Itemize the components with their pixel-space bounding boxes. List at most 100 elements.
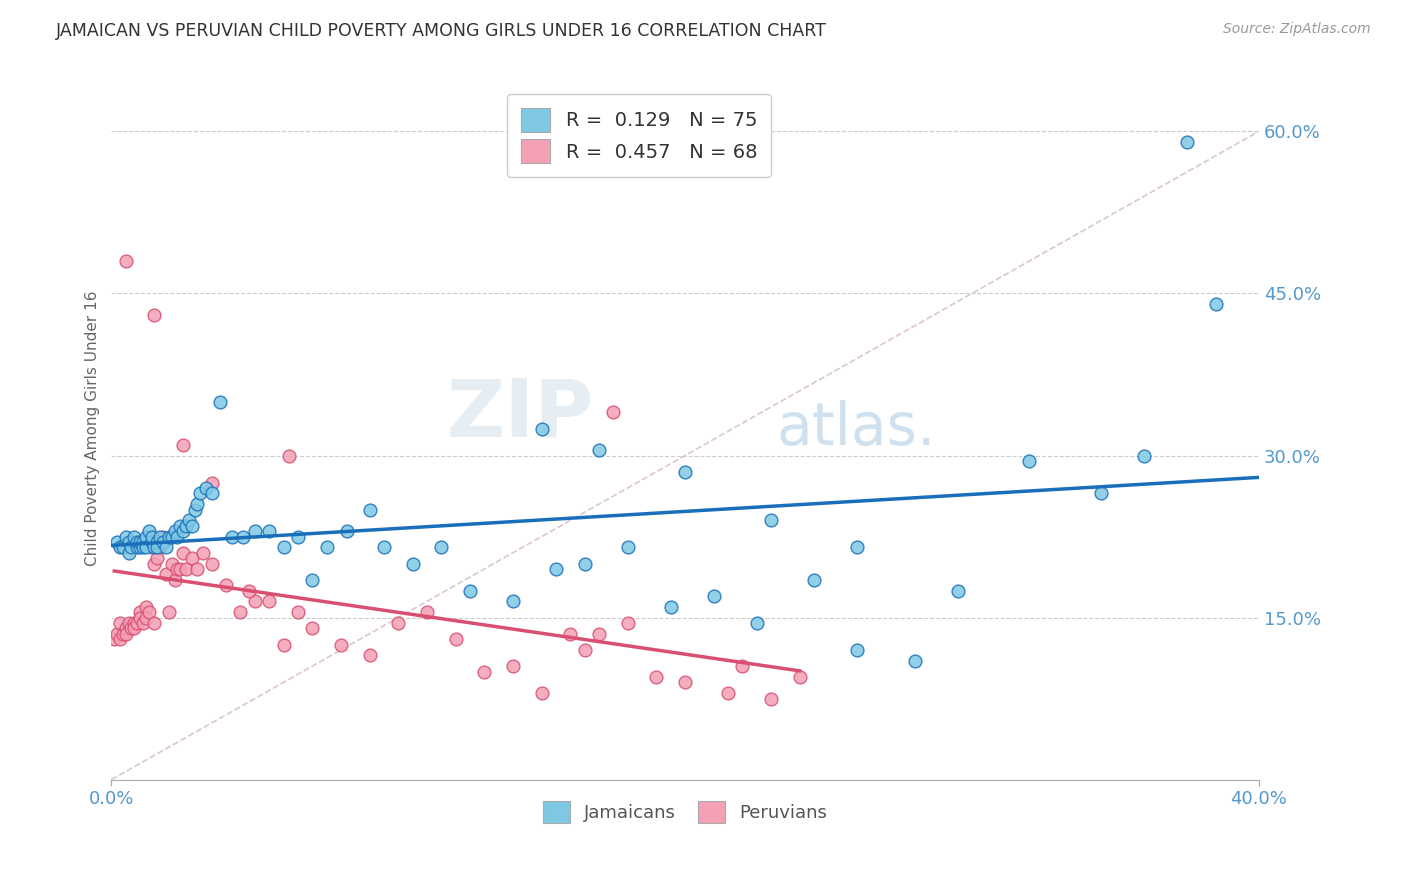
Point xyxy=(186,562,208,576)
Point xyxy=(163,524,186,538)
Point xyxy=(544,562,567,576)
Point xyxy=(278,449,301,463)
Legend: Jamaicans, Peruvians: Jamaicans, Peruvians xyxy=(531,790,838,834)
Text: atlas.: atlas. xyxy=(778,400,936,457)
Point xyxy=(155,567,177,582)
Point xyxy=(574,557,596,571)
Point xyxy=(502,659,524,673)
Point xyxy=(138,605,160,619)
Point xyxy=(673,465,696,479)
Point xyxy=(155,541,177,555)
Point xyxy=(329,638,352,652)
Point xyxy=(105,627,128,641)
Point xyxy=(373,541,395,555)
Point xyxy=(401,557,423,571)
Point xyxy=(108,632,131,647)
Point xyxy=(238,583,260,598)
Point xyxy=(1090,486,1112,500)
Point xyxy=(127,541,149,555)
Point xyxy=(132,615,155,630)
Point xyxy=(111,627,134,641)
Point xyxy=(143,557,166,571)
Text: ZIP: ZIP xyxy=(446,376,593,453)
Point xyxy=(129,610,152,624)
Point xyxy=(444,632,467,647)
Point xyxy=(143,541,166,555)
Point xyxy=(183,502,205,516)
Point xyxy=(146,535,169,549)
Point xyxy=(111,541,134,555)
Point xyxy=(616,541,638,555)
Point xyxy=(121,621,143,635)
Point xyxy=(315,541,337,555)
Point xyxy=(273,541,295,555)
Point xyxy=(152,535,174,549)
Point xyxy=(163,573,186,587)
Point xyxy=(731,659,754,673)
Point xyxy=(803,573,825,587)
Point xyxy=(186,497,208,511)
Point xyxy=(124,615,146,630)
Point xyxy=(103,632,125,647)
Point xyxy=(846,541,869,555)
Point xyxy=(172,438,194,452)
Point xyxy=(789,670,811,684)
Point xyxy=(673,675,696,690)
Point xyxy=(1205,297,1227,311)
Point xyxy=(1175,135,1198,149)
Point xyxy=(166,530,188,544)
Point xyxy=(602,405,624,419)
Point xyxy=(114,254,136,268)
Point xyxy=(108,615,131,630)
Point xyxy=(143,308,166,322)
Point xyxy=(759,691,782,706)
Point xyxy=(574,643,596,657)
Point xyxy=(359,648,381,663)
Point xyxy=(201,475,224,490)
Point xyxy=(759,513,782,527)
Point xyxy=(530,421,553,435)
Point xyxy=(703,589,725,603)
Point xyxy=(257,594,280,608)
Point xyxy=(157,605,180,619)
Point xyxy=(160,530,183,544)
Point xyxy=(588,627,610,641)
Point xyxy=(141,535,163,549)
Point xyxy=(117,615,139,630)
Point xyxy=(215,578,238,592)
Point xyxy=(138,524,160,538)
Point xyxy=(273,638,295,652)
Point xyxy=(172,524,194,538)
Point xyxy=(135,530,157,544)
Point xyxy=(301,573,323,587)
Point xyxy=(287,530,309,544)
Point xyxy=(472,665,495,679)
Point xyxy=(588,443,610,458)
Point xyxy=(387,615,409,630)
Y-axis label: Child Poverty Among Girls Under 16: Child Poverty Among Girls Under 16 xyxy=(86,291,100,566)
Point xyxy=(135,599,157,614)
Text: JAMAICAN VS PERUVIAN CHILD POVERTY AMONG GIRLS UNDER 16 CORRELATION CHART: JAMAICAN VS PERUVIAN CHILD POVERTY AMONG… xyxy=(56,22,827,40)
Point xyxy=(172,546,194,560)
Point xyxy=(114,627,136,641)
Point xyxy=(193,546,215,560)
Text: Source: ZipAtlas.com: Source: ZipAtlas.com xyxy=(1223,22,1371,37)
Point xyxy=(645,670,668,684)
Point xyxy=(430,541,453,555)
Point xyxy=(143,615,166,630)
Point xyxy=(117,535,139,549)
Point xyxy=(129,605,152,619)
Point xyxy=(180,551,202,566)
Point xyxy=(146,551,169,566)
Point xyxy=(117,546,139,560)
Point xyxy=(188,486,211,500)
Point xyxy=(114,621,136,635)
Point xyxy=(129,535,152,549)
Point xyxy=(221,530,243,544)
Point xyxy=(209,394,232,409)
Point xyxy=(458,583,481,598)
Point xyxy=(336,524,359,538)
Point xyxy=(530,686,553,700)
Point xyxy=(135,541,157,555)
Point xyxy=(174,518,197,533)
